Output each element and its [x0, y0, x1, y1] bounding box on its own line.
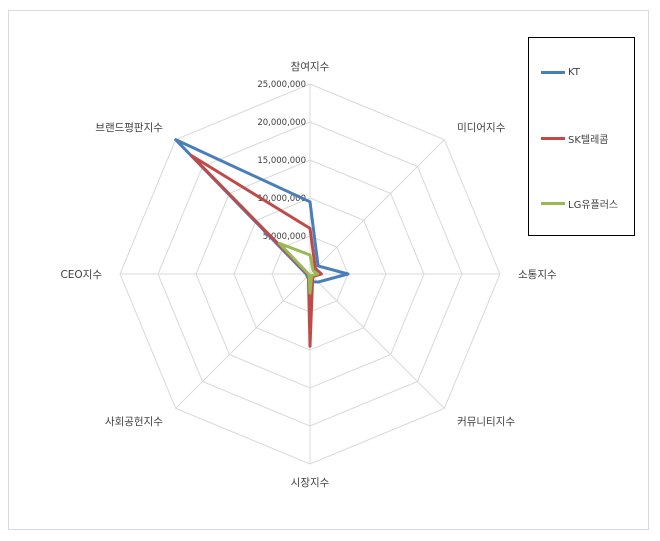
axis-label-8: 브랜드평판지수	[95, 122, 163, 134]
series-line-2	[190, 154, 323, 348]
tick-label: 20,000,000	[257, 118, 306, 128]
tick-label: 15,000,000	[257, 156, 306, 166]
axis-label-4: 커뮤니티지수	[457, 416, 515, 428]
axis-label-6: 사회공헌지수	[105, 416, 163, 428]
legend-item-kt: KT	[541, 65, 580, 79]
axis-label-7: CEO지수	[60, 269, 102, 281]
tick-label: 10,000,000	[257, 194, 306, 204]
legend-swatch-sk	[541, 136, 565, 140]
legend-label-sk: SK텔레콤	[568, 134, 609, 146]
legend-label-lg: LG유플러스	[568, 199, 619, 211]
series-line-3	[277, 241, 320, 295]
axis-label-2: 미디어지수	[457, 122, 506, 134]
tick-label: 25,000,000	[257, 80, 306, 90]
grid-spoke-6	[175, 273, 311, 409]
legend-item-sk: SK텔레콤	[541, 131, 609, 146]
legend-swatch-lg	[541, 201, 565, 205]
axis-label-3: 소통지수	[518, 269, 557, 281]
axis-label-1: 참여지수	[291, 61, 330, 73]
grid-spoke-4	[309, 273, 445, 409]
axis-label-5: 시장지수	[291, 477, 330, 489]
legend-label-kt: KT	[568, 66, 580, 78]
legend-item-lg: LG유플러스	[541, 196, 619, 211]
grid-spoke-2	[309, 139, 445, 275]
chart-area	[8, 10, 649, 530]
series-group	[174, 138, 350, 348]
legend-swatch-kt	[541, 70, 565, 74]
radial-ticks: 25,000,000 20,000,000 15,000,000 10,000,000…	[257, 80, 306, 242]
legend: KT SK텔레콤 LG유플러스	[528, 37, 635, 236]
tick-label: 5,000,000	[263, 232, 306, 242]
